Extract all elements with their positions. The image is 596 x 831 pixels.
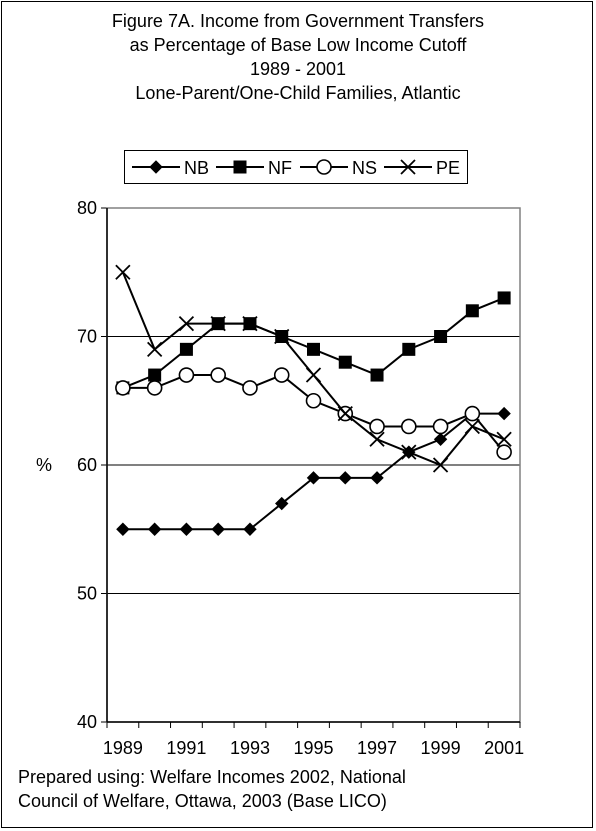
data-point-ns-1995: [305, 392, 322, 409]
legend-marker-nf: [233, 160, 247, 174]
data-point-pe-1989: [115, 264, 131, 280]
data-point-pe-1990: [147, 341, 163, 357]
data-point-nf-1997: [370, 368, 384, 382]
data-point-nf-1990: [148, 368, 162, 382]
data-point-nb-1997: [370, 471, 384, 485]
y-tick-label-70: 70: [77, 327, 97, 347]
data-point-nb-1995: [306, 471, 321, 485]
data-point-nf-1996: [338, 355, 352, 369]
data-point-ns-1989: [115, 380, 131, 396]
y-tick-label-60: 60: [77, 455, 97, 475]
source-note-line-2: Council of Welfare, Ottawa, 2003 (Base L…: [18, 791, 387, 811]
source-note-line-1: Prepared using: Welfare Incomes 2002, Na…: [18, 767, 406, 787]
chart-title-line-4: Lone-Parent/One-Child Families, Atlantic: [135, 83, 461, 103]
data-point-ns-2001: [496, 444, 512, 460]
series-line-ns: [122, 373, 505, 453]
data-point-ns-1992: [210, 367, 226, 383]
data-point-ns-2000: [464, 405, 481, 422]
data-point-pe-1995: [305, 367, 322, 383]
x-tick-label-1993: 1993: [230, 738, 270, 758]
x-tick-label-1989: 1989: [103, 738, 143, 758]
data-point-nf-2001: [497, 291, 511, 305]
legend-label-nf: NF: [268, 158, 292, 178]
data-point-pe-1994: [274, 328, 290, 345]
legend-marker-ns: [316, 159, 332, 175]
x-tick-label-1999: 1999: [421, 738, 461, 758]
data-point-pe-2000: [464, 418, 480, 435]
legend-label-pe: PE: [436, 158, 460, 178]
data-point-nb-1996: [338, 471, 352, 485]
legend-marker-pe: [400, 159, 416, 175]
data-point-nb-1992: [211, 522, 225, 536]
data-point-ns-1998: [401, 418, 417, 435]
y-axis-label: %: [36, 455, 52, 475]
data-point-pe-1991: [178, 316, 195, 332]
data-point-pe-1992: [210, 316, 226, 332]
series-line-pe: [121, 271, 505, 467]
data-point-nb-1993: [243, 522, 257, 536]
chart-title-line-3: 1989 - 2001: [249, 59, 347, 79]
x-tick-label-1997: 1997: [357, 738, 397, 758]
data-point-nf-2000: [465, 304, 479, 318]
data-point-nb-1994: [275, 496, 289, 511]
data-point-pe-1997: [369, 431, 385, 447]
data-point-pe-2001: [496, 431, 512, 447]
legend-marker-nb: [149, 160, 163, 174]
data-point-ns-1993: [242, 380, 258, 396]
data-point-pe-1993: [242, 316, 258, 332]
data-point-ns-1990: [146, 380, 163, 396]
data-point-nf-1995: [307, 342, 320, 356]
data-point-nf-1991: [179, 342, 193, 356]
y-tick-label-40: 40: [77, 712, 97, 732]
data-point-pe-1998: [401, 444, 417, 460]
data-point-nb-1990: [147, 522, 162, 536]
data-point-ns-1999: [432, 418, 449, 435]
y-tick-label-50: 50: [77, 584, 97, 604]
chart-title-line-2: as Percentage of Base Low Income Cutoff: [129, 35, 467, 55]
legend-label-ns: NS: [352, 158, 377, 178]
data-point-nb-1989: [116, 522, 130, 536]
data-point-nb-1991: [179, 522, 194, 536]
data-point-pe-1999: [432, 457, 449, 473]
data-point-ns-1991: [178, 367, 195, 383]
legend-label-nb: NB: [184, 158, 209, 178]
y-tick-label-80: 80: [77, 198, 97, 218]
chart-legend: [124, 150, 468, 184]
x-tick-label-2001: 2001: [484, 738, 524, 758]
x-tick-label-1995: 1995: [293, 738, 333, 758]
data-point-ns-1997: [369, 418, 385, 435]
data-point-ns-1994: [273, 367, 290, 383]
x-tick-label-1991: 1991: [166, 738, 206, 758]
data-point-nb-2001: [497, 406, 511, 421]
data-point-nb-1999: [433, 432, 448, 447]
data-point-nf-1998: [402, 342, 416, 356]
data-point-pe-1996: [337, 405, 353, 422]
data-point-nf-1999: [434, 330, 448, 343]
chart-title-line-1: Figure 7A. Income from Government Transf…: [111, 11, 485, 31]
